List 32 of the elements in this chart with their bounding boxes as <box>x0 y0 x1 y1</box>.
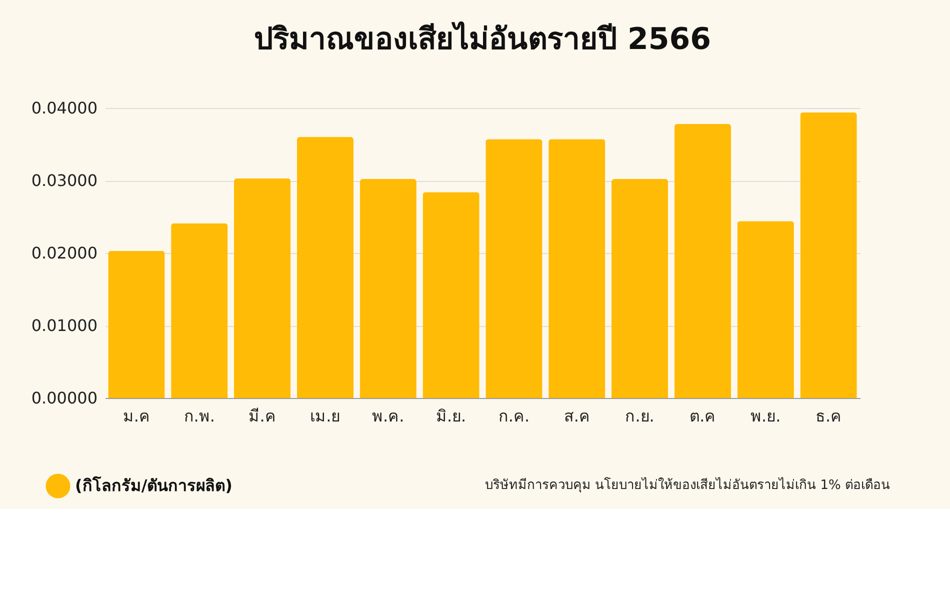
bar <box>234 178 291 398</box>
legend-label: (กิโลกรัม/ตันการผลิต) <box>75 475 232 495</box>
y-tick-label: 0.01000 <box>31 316 98 335</box>
y-tick-label: 0.03000 <box>31 171 98 190</box>
bar <box>360 179 416 398</box>
bar <box>737 221 794 398</box>
bar <box>800 112 857 398</box>
x-tick-label: ต.ค <box>690 406 716 426</box>
bar <box>108 250 165 398</box>
x-tick-label: ก.ค. <box>498 406 530 426</box>
y-tick-label: 0.02000 <box>31 244 98 262</box>
bar <box>296 137 354 398</box>
x-tick-label: ม.ค <box>122 406 150 426</box>
y-tick-label: 0.00000 <box>31 388 98 408</box>
x-tick-label: พ.ค. <box>372 406 404 426</box>
y-tick-label: 0.04000 <box>31 98 98 118</box>
bar <box>611 179 668 398</box>
x-tick-label: ส.ค <box>564 406 590 426</box>
bar <box>486 139 542 398</box>
x-tick-label: พ.ย. <box>750 406 781 426</box>
chart-title: ปริมาณของเสียไม่อันตรายปี 2566 <box>254 21 711 57</box>
x-tick-label: มิ.ย. <box>436 406 466 426</box>
x-tick-label: มี.ค <box>248 406 276 426</box>
bar <box>674 124 732 398</box>
x-tick-label: ธ.ค <box>815 406 842 426</box>
text: บริษัทมีการควบคุม นโยบายไม่ให้ของเสียไม่อันตรายไม่เกิน 1% ต่อเดือน <box>484 477 890 493</box>
bar <box>548 139 606 398</box>
bar <box>171 223 228 398</box>
x-tick-label: ก.ย. <box>625 406 654 426</box>
x-tick-label: ก.พ. <box>184 406 215 426</box>
x-tick-label: เม.ย <box>310 406 340 426</box>
bar <box>422 192 480 398</box>
